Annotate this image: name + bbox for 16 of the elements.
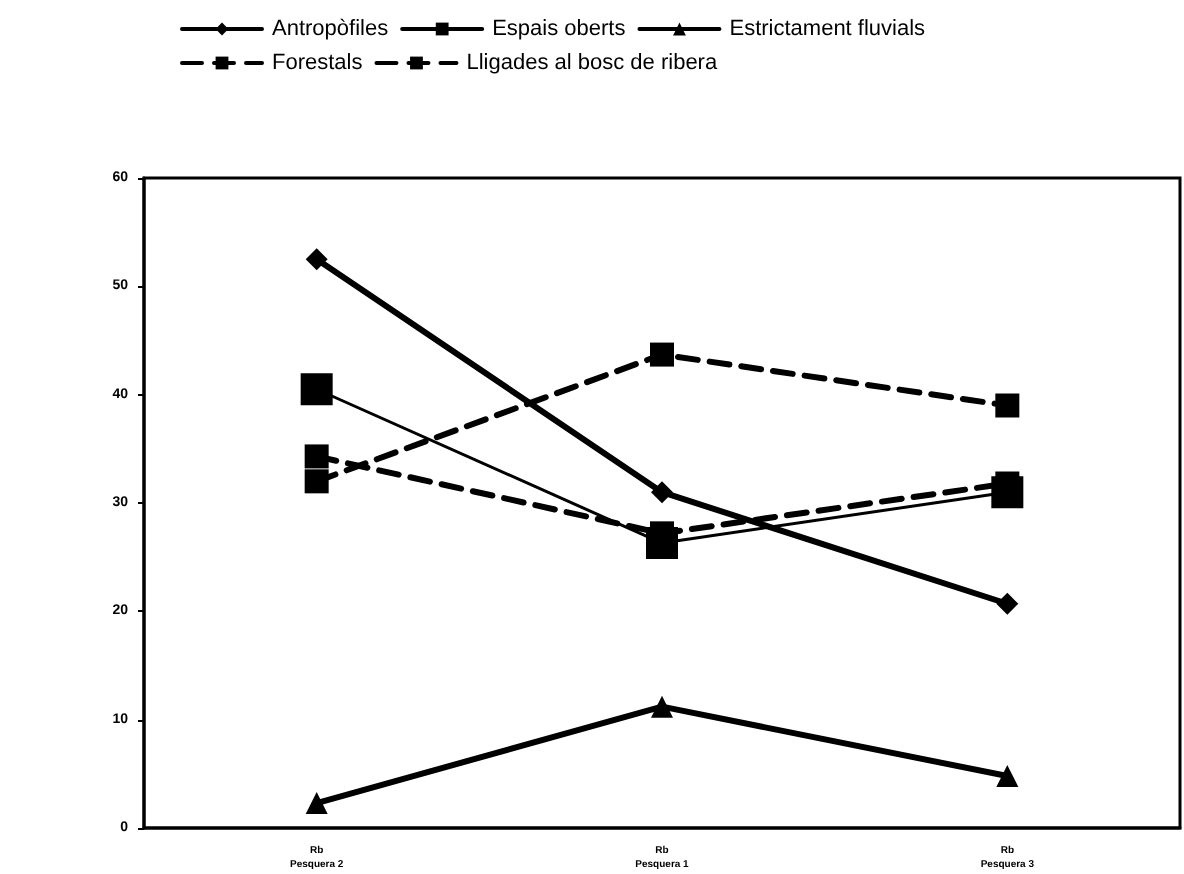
legend-label: Antropòfiles <box>272 17 390 41</box>
point <box>304 444 329 469</box>
point <box>651 481 673 504</box>
point <box>995 393 1020 418</box>
point <box>305 792 328 815</box>
point <box>650 342 674 367</box>
legend-label: Estrictament fluvials <box>729 17 927 41</box>
point <box>996 765 1019 787</box>
point <box>304 469 329 494</box>
point <box>300 373 333 406</box>
point <box>305 248 328 271</box>
legend-label: Forestals <box>272 51 364 75</box>
point <box>651 695 673 718</box>
point <box>996 592 1019 615</box>
legend-label: Espais oberts <box>492 17 627 41</box>
legend-label: Lligades al bosc de ribera <box>466 51 719 75</box>
